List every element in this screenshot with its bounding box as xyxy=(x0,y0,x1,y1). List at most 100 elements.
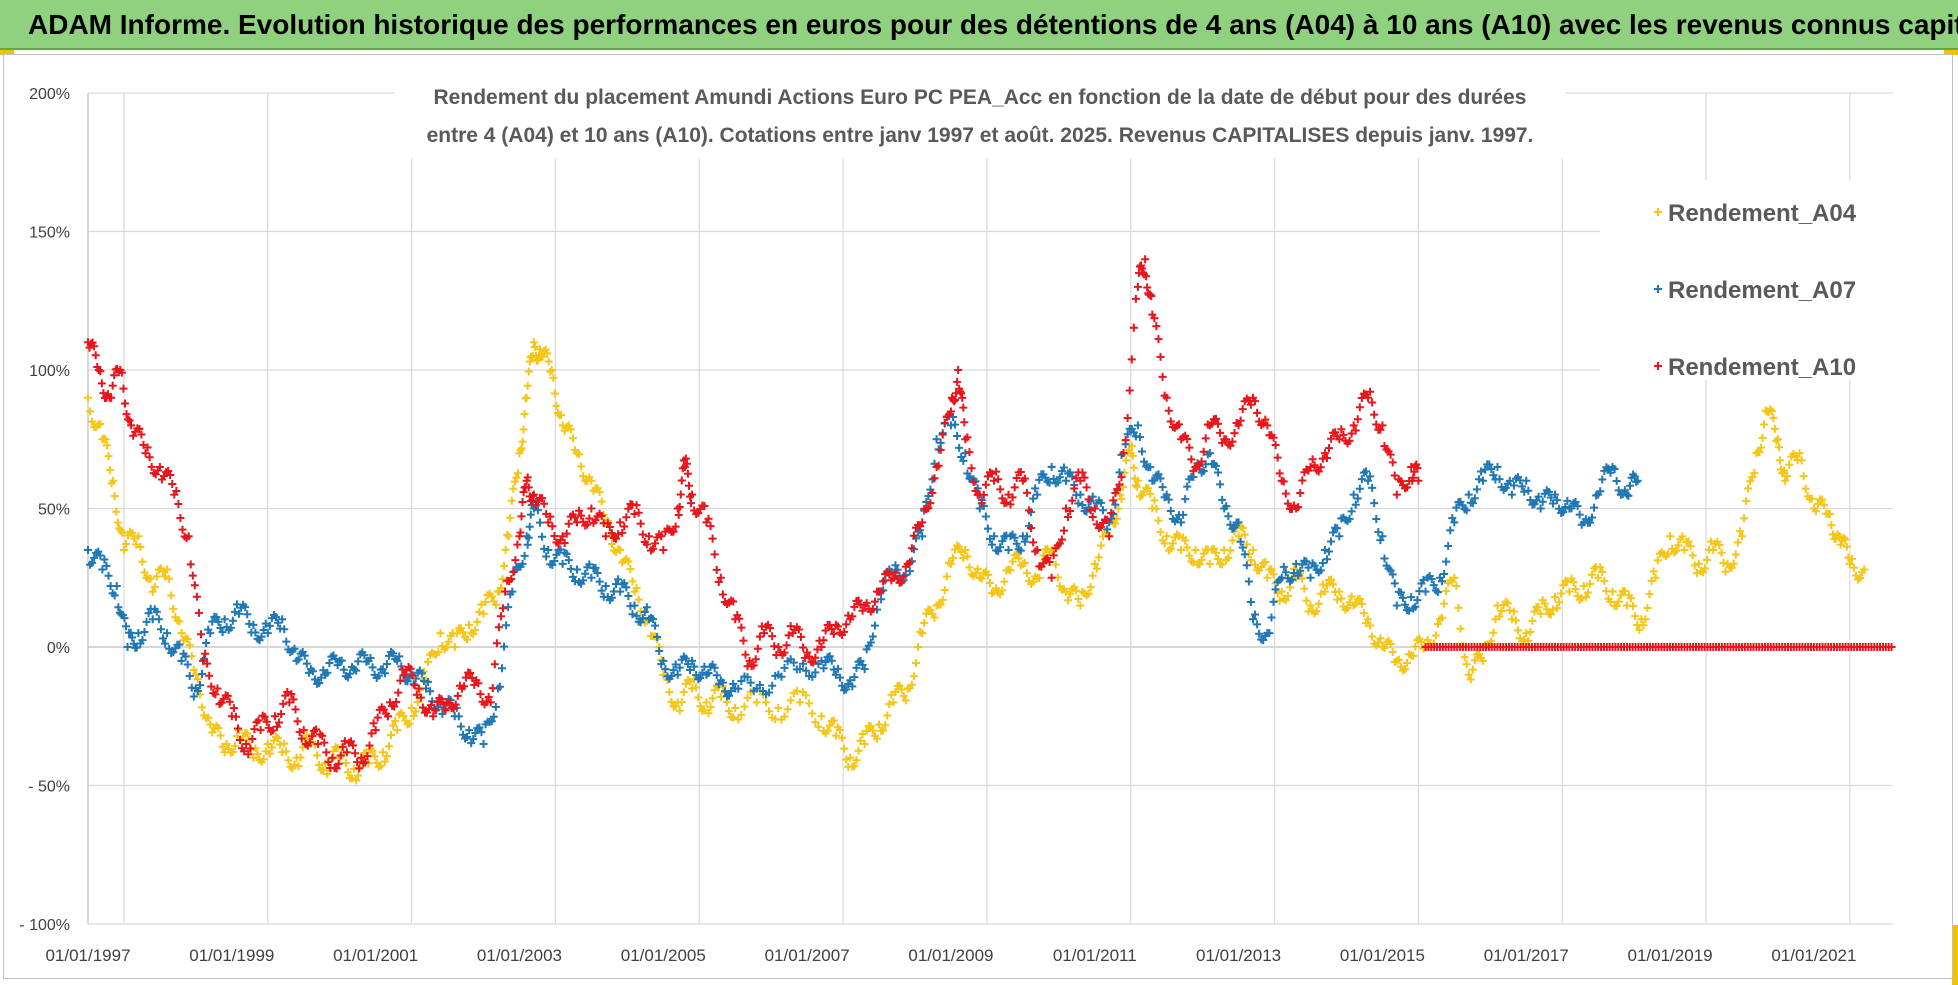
data-point xyxy=(883,711,892,720)
data-point xyxy=(1228,536,1237,545)
data-point xyxy=(1115,480,1124,489)
data-point xyxy=(96,551,105,560)
data-point xyxy=(683,469,692,478)
data-point xyxy=(949,554,958,563)
data-point xyxy=(1216,480,1225,489)
data-point xyxy=(243,729,252,738)
data-point xyxy=(712,671,721,680)
data-point xyxy=(1025,506,1034,515)
data-point xyxy=(106,465,115,474)
data-point xyxy=(88,338,97,347)
data-point xyxy=(624,591,633,600)
data-point xyxy=(434,648,443,657)
data-point xyxy=(1627,594,1636,603)
data-point xyxy=(390,702,399,711)
data-point xyxy=(1098,506,1107,515)
data-point xyxy=(681,654,690,663)
data-point xyxy=(897,685,906,694)
data-point xyxy=(575,506,584,515)
data-point xyxy=(909,672,918,681)
data-point xyxy=(734,684,743,693)
data-point xyxy=(84,393,92,402)
data-point xyxy=(1062,476,1071,485)
data-point xyxy=(636,618,645,627)
data-point xyxy=(445,698,454,707)
data-point xyxy=(1388,648,1397,657)
data-point xyxy=(638,614,647,623)
data-point xyxy=(768,681,777,690)
data-point xyxy=(538,352,547,361)
data-point xyxy=(1027,524,1036,533)
data-point xyxy=(354,771,363,780)
data-point xyxy=(1791,451,1800,460)
data-point xyxy=(963,552,972,561)
data-point xyxy=(1197,457,1206,466)
data-point xyxy=(735,614,744,623)
data-point xyxy=(821,626,830,635)
data-point xyxy=(1392,490,1401,499)
data-point xyxy=(1076,601,1085,610)
data-point xyxy=(1197,555,1206,564)
data-point xyxy=(661,665,670,674)
data-point xyxy=(1300,584,1309,593)
data-point xyxy=(1438,613,1447,622)
data-point xyxy=(570,513,579,522)
data-point xyxy=(1288,575,1297,584)
data-point xyxy=(585,560,594,569)
data-point xyxy=(593,484,602,493)
data-point xyxy=(146,574,155,583)
data-point xyxy=(291,705,300,714)
data-point xyxy=(318,731,327,740)
data-point xyxy=(1325,547,1333,556)
data-point xyxy=(1520,635,1529,644)
data-point xyxy=(1548,605,1557,614)
data-point xyxy=(920,618,929,627)
data-point xyxy=(1135,432,1144,441)
data-point xyxy=(338,742,347,751)
data-point xyxy=(718,590,727,599)
data-point xyxy=(260,712,269,721)
data-point xyxy=(1185,443,1194,452)
data-point xyxy=(1154,470,1163,479)
data-point xyxy=(1551,593,1560,602)
data-point xyxy=(410,681,419,690)
data-point xyxy=(556,545,565,554)
data-point xyxy=(1111,519,1120,528)
data-point xyxy=(1033,490,1042,499)
data-point xyxy=(1364,393,1373,402)
data-point xyxy=(230,607,239,616)
data-point xyxy=(827,624,836,633)
data-point xyxy=(677,476,686,485)
data-point xyxy=(205,671,214,680)
data-point xyxy=(524,533,533,542)
data-point xyxy=(253,750,262,759)
data-point xyxy=(523,473,532,482)
data-point xyxy=(1133,421,1142,430)
data-point xyxy=(762,698,771,707)
data-point xyxy=(546,512,555,521)
data-point xyxy=(513,540,522,549)
data-point xyxy=(552,401,561,410)
data-point xyxy=(784,631,793,640)
data-point xyxy=(1142,272,1151,281)
data-point xyxy=(548,560,557,569)
data-point xyxy=(1411,602,1420,611)
data-point xyxy=(597,497,606,506)
data-point xyxy=(509,568,518,577)
data-point xyxy=(858,730,867,739)
data-point xyxy=(1729,559,1738,568)
data-point xyxy=(942,572,951,581)
data-point xyxy=(487,592,496,601)
data-point xyxy=(795,665,804,674)
data-point xyxy=(1168,539,1177,548)
data-point xyxy=(88,417,97,426)
data-point xyxy=(88,558,97,567)
data-point xyxy=(380,757,389,766)
data-point xyxy=(774,643,783,651)
data-point xyxy=(208,728,217,737)
data-point xyxy=(130,534,139,543)
data-point xyxy=(1835,532,1844,541)
data-point xyxy=(854,596,863,605)
data-point xyxy=(885,700,894,709)
data-point xyxy=(1156,474,1165,483)
